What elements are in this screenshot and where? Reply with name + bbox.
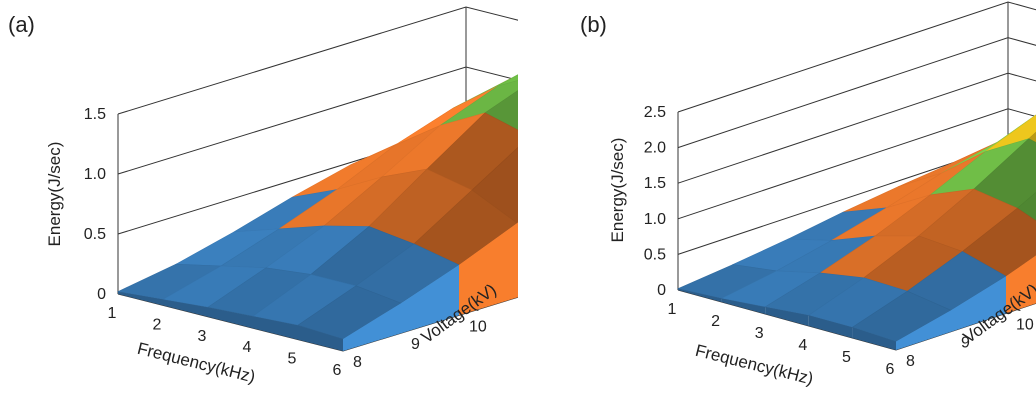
z-tick-label: 1.0: [644, 211, 666, 228]
x-axis-title: Frequency(kHz): [693, 341, 815, 389]
surface-skirt: [343, 303, 401, 351]
z-axis-title: Energy(J/sec): [608, 138, 627, 243]
x-tick-label: 5: [842, 349, 851, 366]
panel-label: (b): [580, 12, 607, 37]
x-tick-label: 6: [333, 362, 342, 379]
surface-chart-b-svg: (b)00.51.01.52.02.5123456891011121314Ene…: [580, 1, 1036, 389]
x-tick-label: 5: [288, 351, 297, 368]
surface-skirt: [765, 306, 809, 326]
surface-chart-a: (a)00.51.01.5123456891011121314Energy(J/…: [8, 6, 518, 387]
z-tick-label: 1.5: [84, 106, 106, 123]
z-tick-label: 1.0: [84, 166, 106, 183]
surface-skirt: [896, 310, 951, 350]
surface-chart-a-svg: (a)00.51.01.5123456891011121314Energy(J/…: [8, 6, 518, 387]
y-tick-label: 9: [961, 335, 970, 352]
gridline: [677, 1, 1036, 113]
surface-skirt: [517, 222, 518, 298]
surface-facet: [497, 74, 518, 87]
surface-skirt: [1006, 255, 1036, 314]
y-tick-label: 10: [1016, 316, 1034, 333]
y-tick-label: 8: [353, 354, 362, 371]
surface-skirt: [852, 327, 896, 350]
gridline: [117, 6, 518, 115]
z-tick-label: 0.5: [84, 226, 106, 243]
x-tick-label: 3: [755, 325, 764, 342]
surface-skirt: [459, 223, 517, 316]
surface-skirt: [678, 288, 722, 302]
surface-chart-b: (b)00.51.01.52.02.5123456891011121314Ene…: [518, 0, 1036, 396]
x-tick-label: 1: [108, 305, 117, 322]
x-tick-label: 4: [243, 339, 252, 356]
surface-skirt: [118, 291, 163, 306]
x-tick-label: 6: [886, 361, 895, 378]
surface-skirt: [208, 307, 253, 329]
y-tick-label: 8: [906, 353, 915, 370]
z-tick-label: 2.0: [644, 140, 666, 157]
surface-skirt: [253, 316, 298, 340]
x-tick-label: 2: [153, 316, 162, 333]
x-axis-title: Frequency(kHz): [135, 339, 257, 387]
y-tick-label: 9: [411, 336, 420, 353]
surface-skirt: [721, 298, 766, 314]
z-tick-label: 0: [97, 286, 106, 303]
z-tick-label: 0.5: [644, 246, 666, 263]
surface-skirt: [951, 276, 1006, 332]
y-tick-label: 10: [469, 318, 487, 335]
surface-skirt: [163, 299, 208, 317]
z-axis-title: Energy(J/sec): [45, 142, 64, 247]
z-tick-label: 0: [657, 282, 666, 299]
surface-facet: [1028, 131, 1036, 143]
gridline: [677, 37, 1036, 149]
z-tick-label: 1.5: [644, 175, 666, 192]
surface-skirt: [298, 325, 343, 351]
z-tick-label: 2.5: [644, 104, 666, 121]
surface-skirt: [401, 264, 459, 334]
panel-label: (a): [8, 12, 35, 37]
x-tick-label: 4: [798, 337, 807, 354]
surface-facet: [1016, 191, 1036, 222]
x-tick-label: 1: [668, 301, 677, 318]
x-tick-label: 3: [198, 328, 207, 345]
surface-skirt: [808, 315, 853, 338]
x-tick-label: 2: [711, 313, 720, 330]
